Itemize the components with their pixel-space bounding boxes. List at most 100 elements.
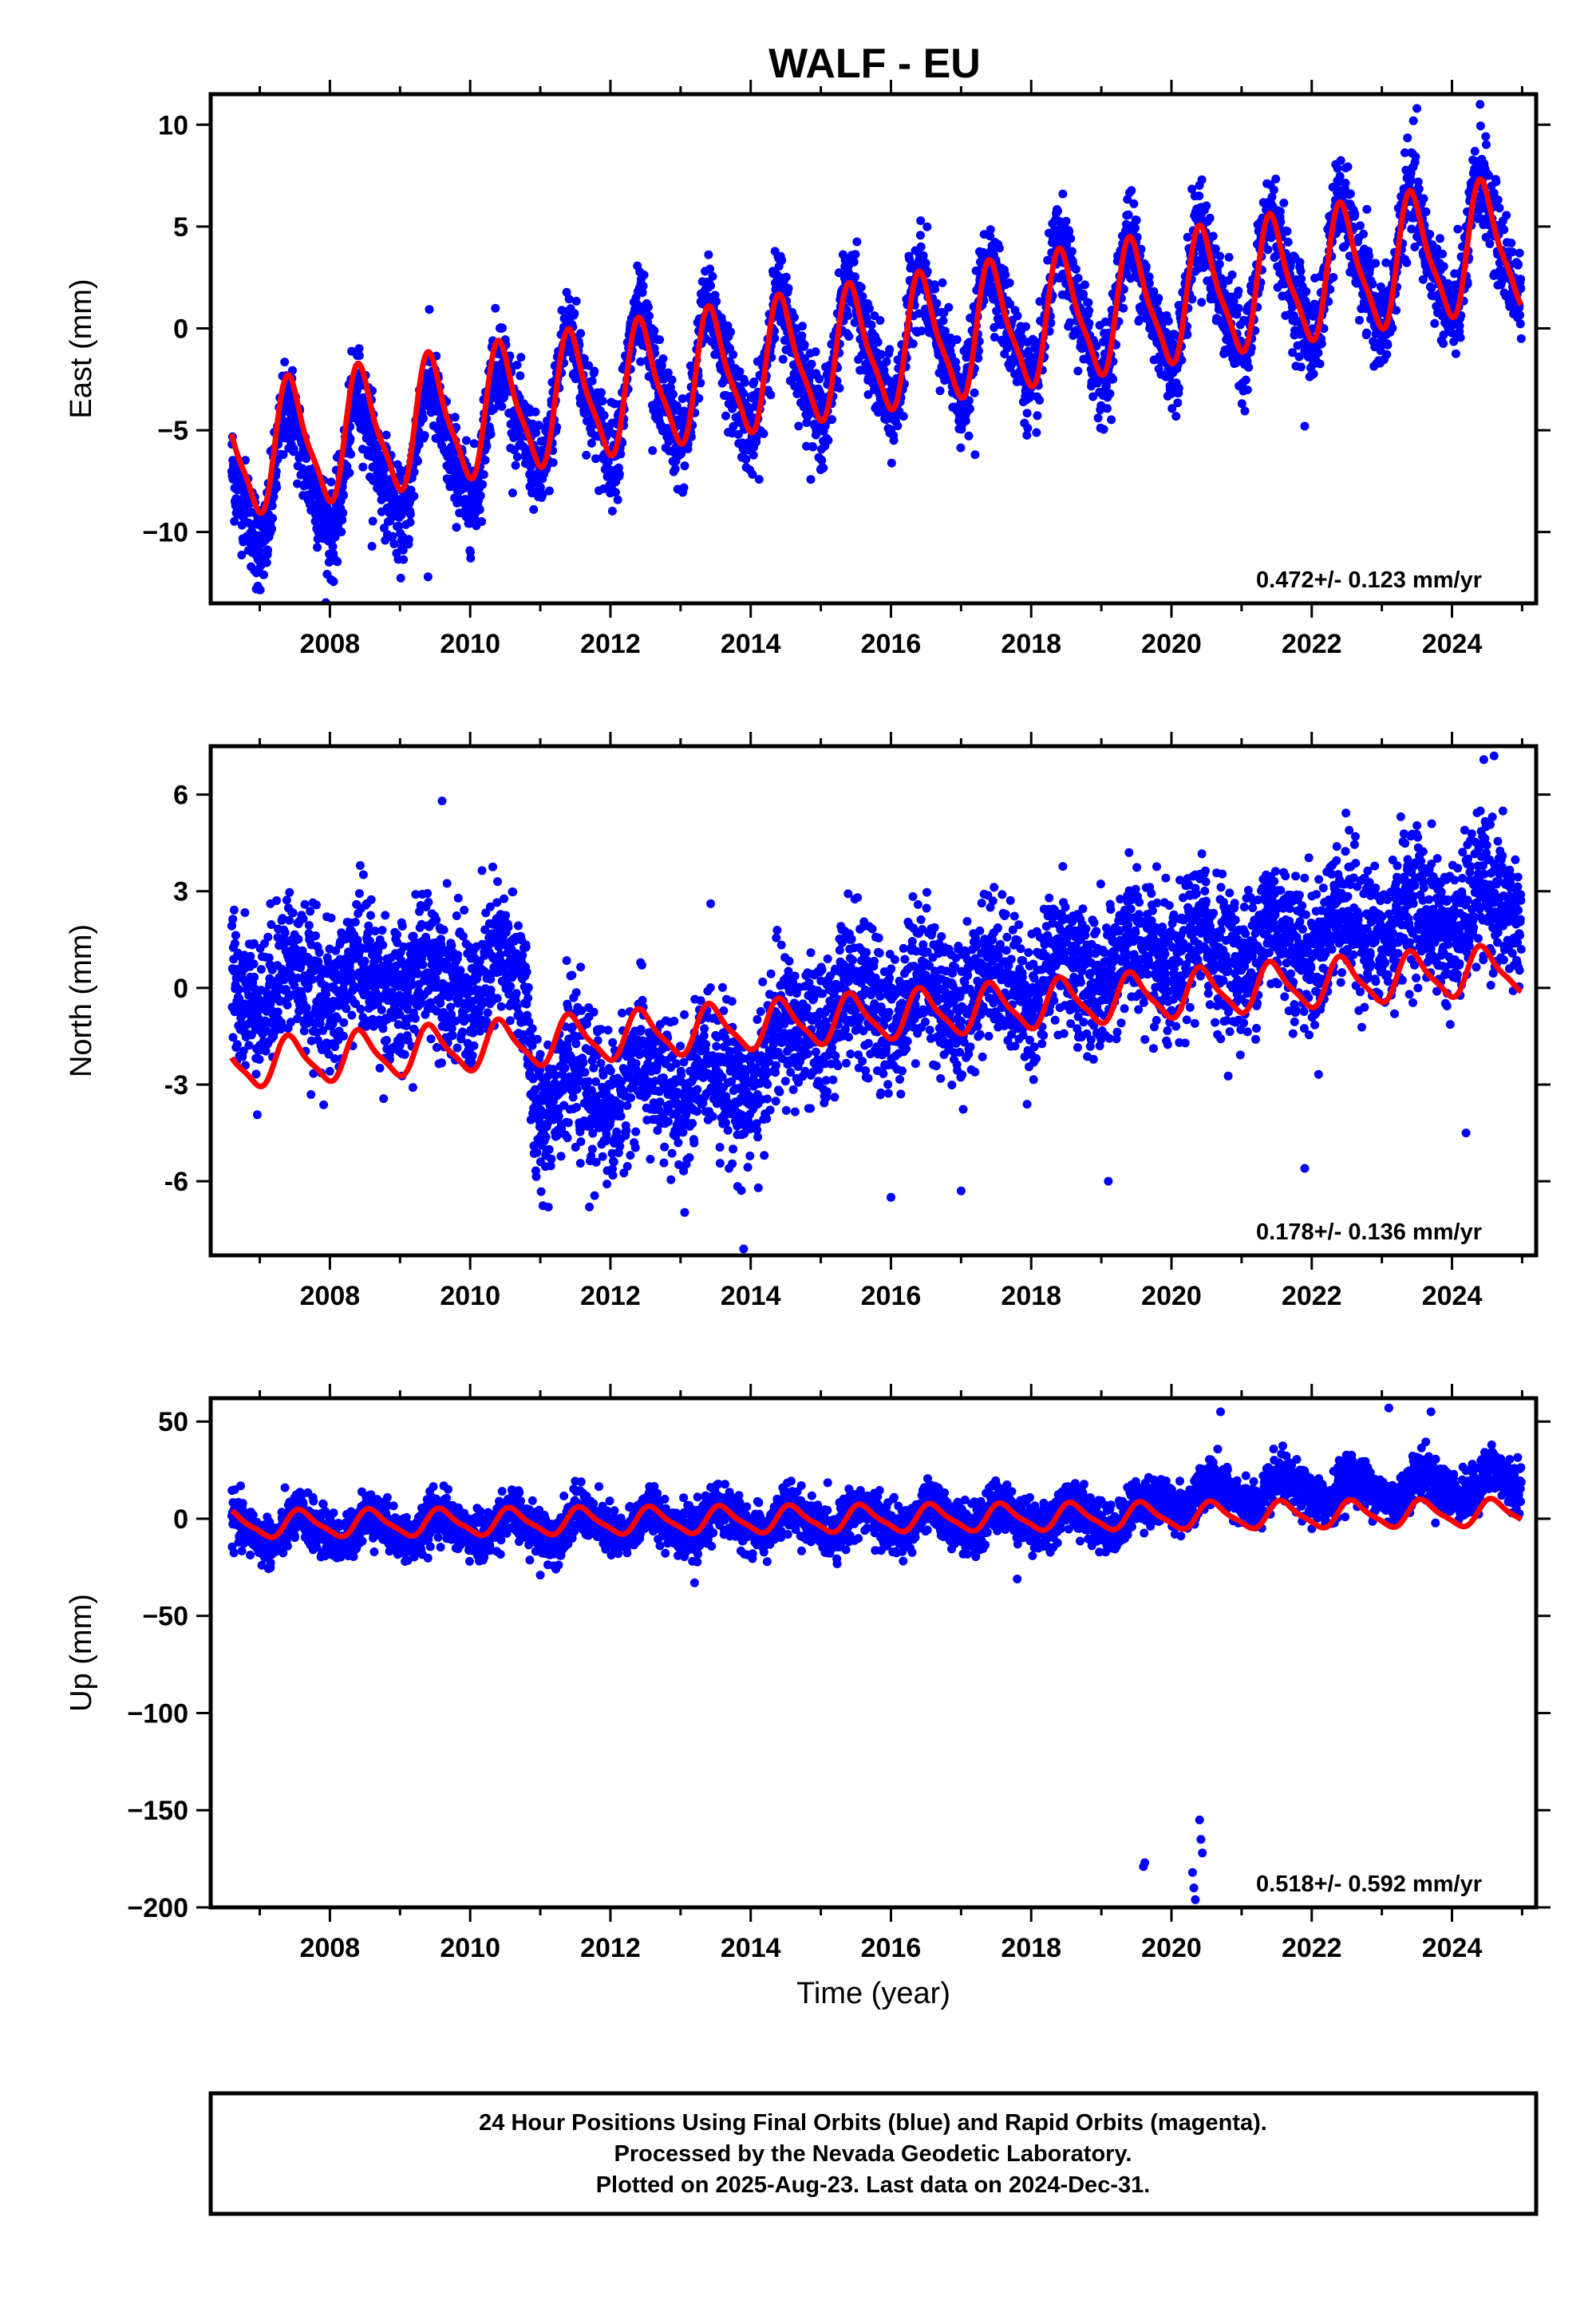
data-point (1234, 303, 1243, 313)
data-point (1171, 412, 1181, 421)
data-point (807, 359, 816, 369)
data-point (1073, 366, 1083, 376)
data-point (345, 468, 354, 477)
data-point (965, 404, 974, 413)
data-point (917, 326, 926, 336)
data-point (531, 407, 540, 417)
data-point (1403, 133, 1412, 143)
data-point (835, 383, 844, 393)
data-point (1066, 234, 1076, 243)
data-point (1084, 318, 1094, 328)
data-point (1215, 259, 1224, 269)
data-point (237, 520, 247, 530)
data-point (1205, 213, 1215, 223)
data-point (1208, 231, 1218, 241)
data-point (1438, 249, 1448, 259)
data-point (800, 340, 809, 350)
data-point (986, 225, 995, 235)
data-point (1451, 349, 1460, 358)
data-point (1099, 425, 1108, 434)
y-axis-label: East (mm) (65, 279, 98, 418)
data-point (1084, 306, 1094, 315)
data-point (1244, 362, 1254, 372)
data-point (1491, 177, 1501, 187)
data-point (1022, 409, 1032, 418)
data-point (994, 243, 1004, 253)
data-point (1430, 318, 1440, 328)
data-point (1154, 294, 1163, 303)
data-point (252, 1110, 262, 1120)
data-point (1309, 370, 1318, 378)
outlier-point (970, 450, 980, 460)
data-point (864, 304, 874, 314)
data-point (613, 495, 622, 504)
data-point (893, 421, 903, 431)
rate-label: 0.472+/- 0.123 mm/yr (1256, 567, 1482, 593)
data-point (705, 264, 715, 274)
data-point (1333, 164, 1342, 173)
data-point (1493, 196, 1503, 204)
data-point (354, 344, 364, 354)
data-point (1315, 359, 1325, 369)
data-point (398, 545, 408, 555)
data-point (819, 463, 828, 472)
y-tick-label: 5 (173, 212, 188, 243)
data-point (1336, 156, 1345, 165)
data-point (1295, 258, 1305, 267)
data-point (721, 411, 730, 421)
data-point (1436, 234, 1444, 243)
outlier-point (648, 446, 658, 456)
data-point (741, 454, 751, 464)
x-tick-label: 2020 (1141, 629, 1202, 659)
data-point (1368, 279, 1377, 289)
data-point (591, 454, 600, 464)
data-point (956, 443, 966, 453)
data-point (1053, 206, 1062, 215)
data-point (639, 271, 649, 279)
data-point (396, 573, 405, 583)
data-point (614, 469, 624, 479)
data-point (754, 475, 764, 484)
data-point (425, 305, 434, 314)
data-point (466, 553, 476, 563)
data-point (1242, 385, 1252, 394)
data-point (479, 470, 488, 480)
data-point (806, 475, 816, 484)
data-point (571, 296, 581, 306)
data-point (811, 347, 820, 357)
data-point (1341, 178, 1350, 188)
data-point (1071, 264, 1080, 274)
data-point (339, 491, 348, 500)
data-point (288, 366, 297, 375)
data-point (329, 577, 338, 587)
data-point (489, 404, 499, 413)
data-point (1275, 207, 1285, 216)
data-point (679, 483, 689, 492)
outlier-point (262, 558, 271, 567)
data-point (1371, 259, 1381, 268)
data-point (269, 492, 279, 501)
data-point (1032, 428, 1041, 437)
data-point (346, 449, 356, 459)
data-point (1132, 215, 1141, 225)
data-point (354, 351, 364, 360)
data-point (452, 523, 461, 532)
data-point (491, 303, 500, 313)
data-point (597, 388, 606, 397)
data-point (512, 452, 522, 461)
data-point (1067, 247, 1077, 256)
data-point (1297, 275, 1306, 283)
data-point (450, 413, 460, 422)
data-point (516, 353, 526, 362)
data-point (1515, 248, 1524, 258)
data-point (1073, 274, 1083, 283)
data-point (480, 456, 490, 465)
data-point (740, 377, 749, 387)
data-point (749, 450, 758, 460)
x-tick-label: 2012 (580, 629, 641, 659)
data-point (889, 436, 899, 445)
data-point (235, 985, 243, 994)
data-point (280, 358, 290, 367)
data-point (759, 429, 768, 438)
data-point (1103, 404, 1112, 413)
